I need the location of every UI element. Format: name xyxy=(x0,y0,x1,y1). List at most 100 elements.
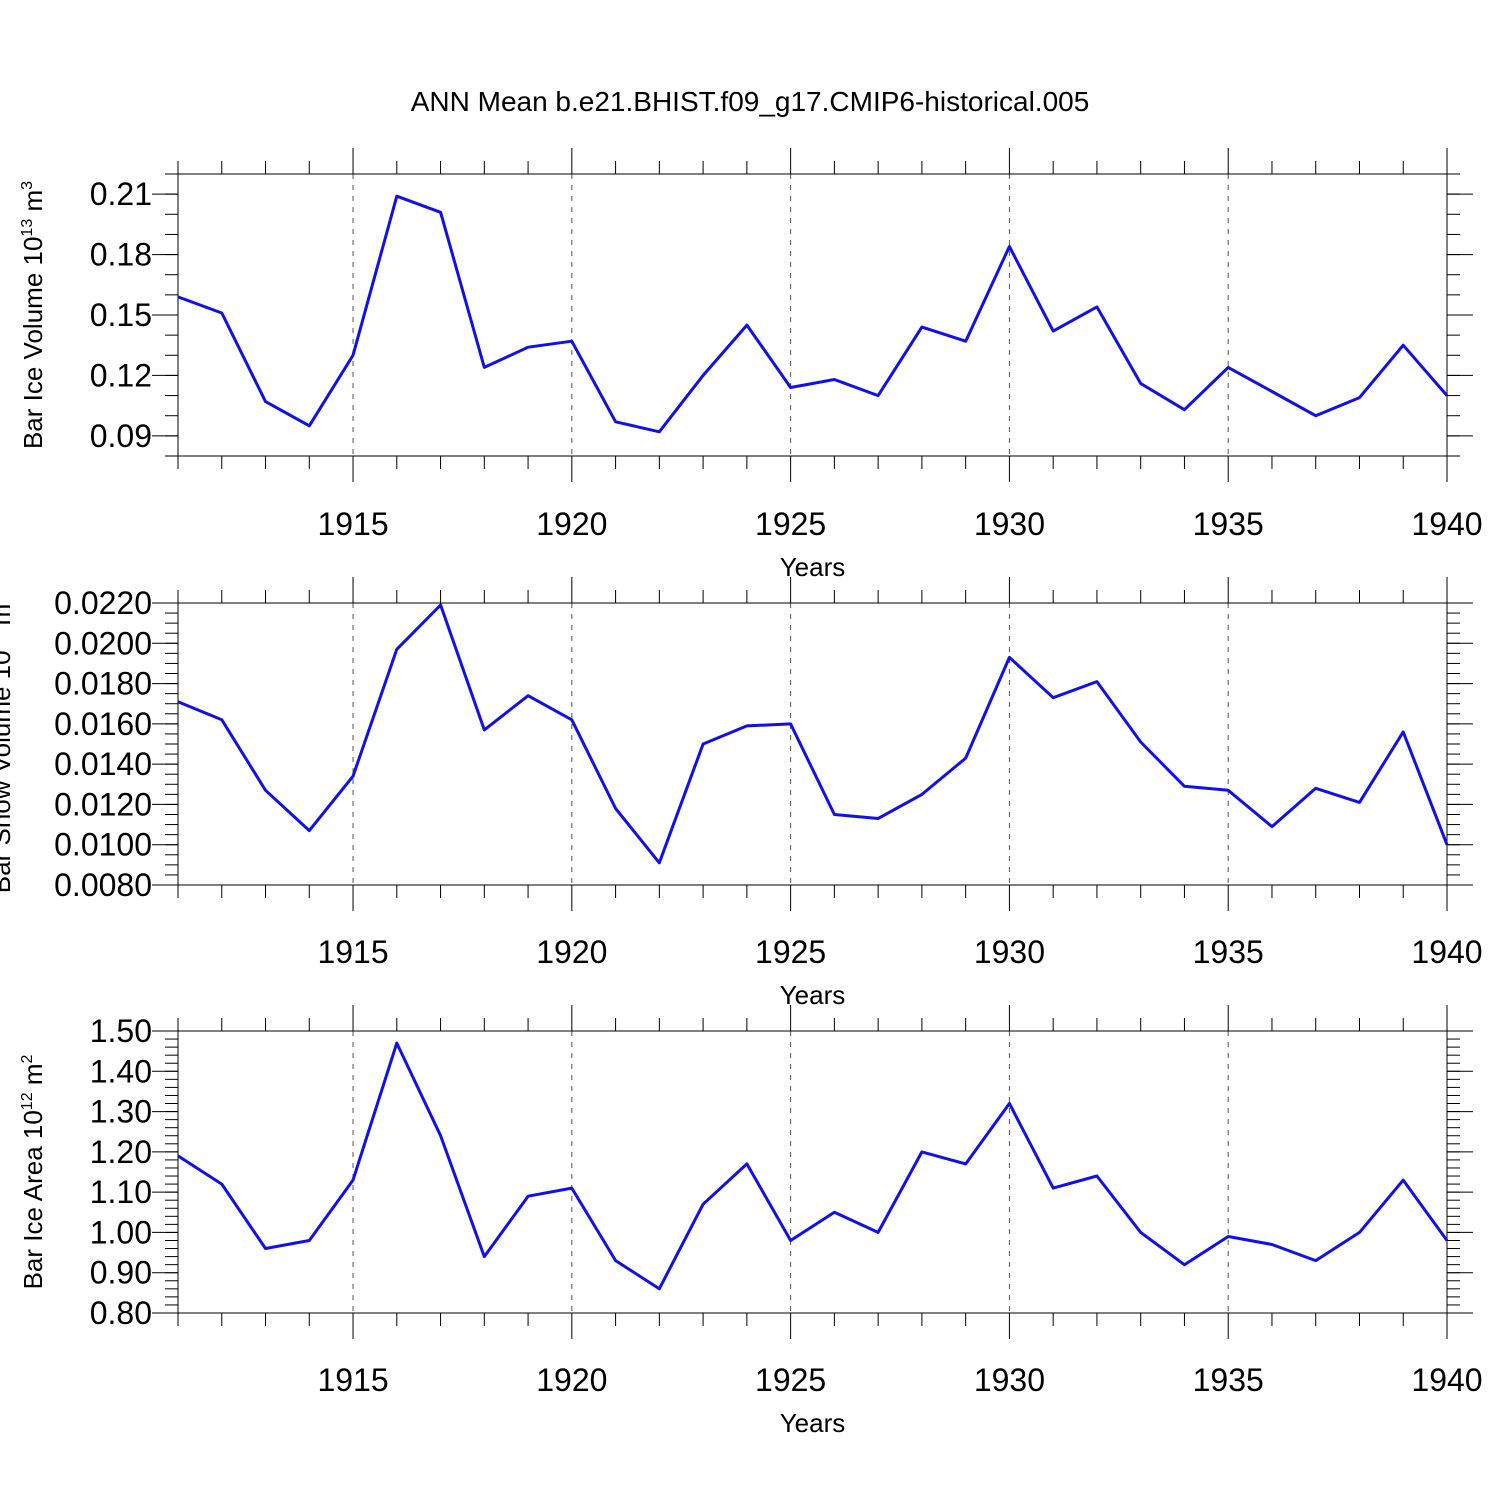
y-axis-title-superscript: 13 xyxy=(0,632,4,650)
x-axis-title: Years xyxy=(780,552,846,582)
data-point xyxy=(1357,1230,1362,1235)
y-axis-title: Bar Ice Volume 1013 m3 xyxy=(18,181,48,449)
data-point xyxy=(919,325,924,330)
panel-2: 0.0080 0.0100 0.0120 0.0140 0.0160 0.0180 0.02… xyxy=(0,577,1483,1010)
y-tick-label: 1.00 xyxy=(90,1214,152,1250)
y-tick-label: 1.50 xyxy=(90,1013,152,1049)
x-tick-label: 1920 xyxy=(536,1362,607,1398)
data-point xyxy=(569,717,574,722)
x-axis-title: Years xyxy=(780,980,846,1010)
x-tick-label: 1925 xyxy=(755,506,826,542)
data-point xyxy=(657,429,662,434)
data-point xyxy=(1401,729,1406,734)
data-point xyxy=(1445,842,1450,847)
y-axis-title-part: m xyxy=(0,604,16,633)
data-point xyxy=(876,1230,881,1235)
data-point xyxy=(1051,695,1056,700)
data-point xyxy=(788,1238,793,1243)
data-point xyxy=(963,1161,968,1166)
x-tick-label: 1925 xyxy=(755,1362,826,1398)
x-tick-label: 1935 xyxy=(1193,1362,1264,1398)
data-point xyxy=(219,717,224,722)
data-point xyxy=(263,399,268,404)
y-tick-label: 0.15 xyxy=(90,297,152,333)
data-point xyxy=(657,860,662,865)
data-point xyxy=(176,699,181,704)
y-tick-label: 0.80 xyxy=(90,1295,152,1331)
x-axis-title: Years xyxy=(780,1408,846,1438)
data-point xyxy=(701,742,706,747)
y-axis-title-superscript: 2 xyxy=(19,1054,36,1063)
data-point xyxy=(438,1133,443,1138)
data-point xyxy=(1313,1258,1318,1263)
data-point xyxy=(1007,1101,1012,1106)
y-tick-label: 0.0200 xyxy=(54,625,152,661)
data-point xyxy=(176,1153,181,1158)
x-tick-label: 1930 xyxy=(974,506,1045,542)
data-point xyxy=(701,373,706,378)
x-tick-label: 1935 xyxy=(1193,506,1264,542)
y-tick-label: 0.0120 xyxy=(54,786,152,822)
data-point xyxy=(744,1161,749,1166)
data-point xyxy=(1226,1234,1231,1239)
data-point xyxy=(307,828,312,833)
y-tick-label: 0.0180 xyxy=(54,666,152,702)
data-point xyxy=(1182,407,1187,412)
data-point xyxy=(1226,788,1231,793)
data-point xyxy=(394,647,399,652)
data-point xyxy=(307,423,312,428)
y-axis-title: Bar Snow Volume 1013 m3 xyxy=(0,595,16,894)
data-point xyxy=(1182,1262,1187,1267)
x-tick-label: 1920 xyxy=(536,506,607,542)
data-point xyxy=(307,1238,312,1243)
y-tick-label: 0.0100 xyxy=(54,827,152,863)
y-axis-title-part: Bar Snow Volume 10 xyxy=(0,650,16,893)
data-point xyxy=(1051,329,1056,334)
data-point xyxy=(788,721,793,726)
data-point xyxy=(482,365,487,370)
x-tick-label: 1915 xyxy=(317,934,388,970)
y-axis-title-superscript: 3 xyxy=(19,181,36,190)
data-point xyxy=(263,1246,268,1251)
x-tick-label: 1915 xyxy=(317,506,388,542)
data-point xyxy=(1094,304,1099,309)
data-point xyxy=(919,792,924,797)
data-point xyxy=(526,345,531,350)
data-point xyxy=(263,788,268,793)
data-point xyxy=(963,339,968,344)
data-point xyxy=(219,1182,224,1187)
y-axis-title-part: Bar Ice Volume 10 xyxy=(18,237,48,449)
data-point xyxy=(482,1254,487,1259)
y-tick-label: 0.21 xyxy=(90,176,152,212)
panel-3: 0.80 0.90 1.00 1.10 1.20 1.30 1.40 1.50 1915 1920… xyxy=(18,1005,1483,1438)
data-point xyxy=(1313,413,1318,418)
plot-frame xyxy=(177,1030,1448,1314)
data-point xyxy=(613,806,618,811)
y-axis-title-part: Bar Ice Area 10 xyxy=(18,1110,48,1289)
data-point xyxy=(788,385,793,390)
plot-frame xyxy=(177,173,1448,457)
data-point xyxy=(1226,365,1231,370)
y-axis-title-superscript: 12 xyxy=(19,1092,36,1110)
data-point xyxy=(1138,739,1143,744)
data-point xyxy=(438,210,443,215)
data-point xyxy=(1182,784,1187,789)
x-tick-label: 1940 xyxy=(1411,506,1482,542)
data-point xyxy=(569,1186,574,1191)
y-axis-title-superscript: 3 xyxy=(0,595,4,604)
x-tick-label: 1930 xyxy=(974,934,1045,970)
series-line xyxy=(177,194,1449,434)
y-tick-label: 0.0160 xyxy=(54,706,152,742)
data-point xyxy=(1357,800,1362,805)
series-line xyxy=(177,1041,1449,1291)
chart-title: ANN Mean b.e21.BHIST.f09_g17.CMIP6-histo… xyxy=(411,86,1090,117)
data-point xyxy=(1007,244,1012,249)
data-point xyxy=(482,727,487,732)
data-point xyxy=(701,1202,706,1207)
x-tick-label: 1930 xyxy=(974,1362,1045,1398)
data-point xyxy=(351,353,356,358)
y-tick-label: 1.20 xyxy=(90,1134,152,1170)
y-tick-label: 0.0140 xyxy=(54,746,152,782)
data-point xyxy=(351,774,356,779)
y-axis-title: Bar Ice Area 1012 m2 xyxy=(18,1054,48,1289)
